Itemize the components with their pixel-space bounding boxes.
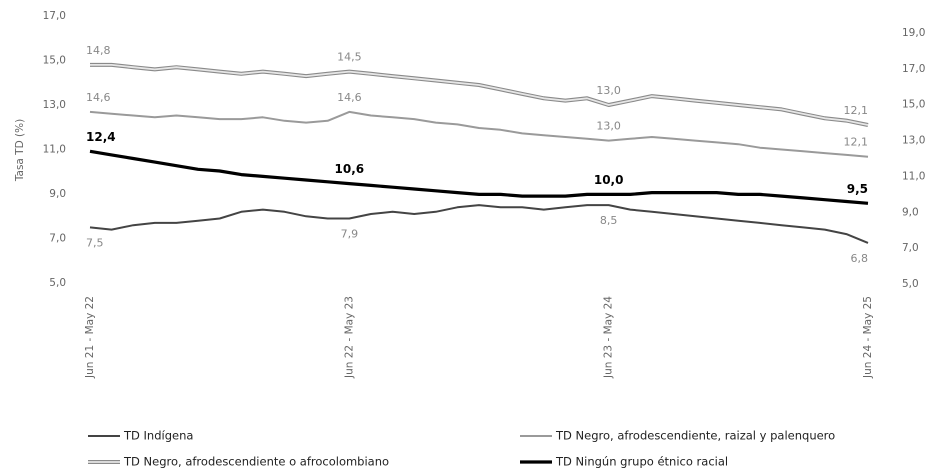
y-tick-label: 7,0	[49, 233, 66, 245]
x-tick-label: Jun 24 - May 25	[862, 296, 874, 379]
y2-tick-label: 13,0	[902, 135, 925, 147]
data-label: 12,1	[844, 136, 869, 149]
data-label: 7,9	[341, 227, 359, 240]
x-tick-label: Jun 23 - May 24	[603, 296, 615, 379]
data-label: 12,1	[844, 104, 869, 117]
y2-tick-label: 17,0	[902, 63, 925, 75]
data-label: 14,6	[337, 91, 362, 104]
y-tick-label: 5,0	[49, 277, 66, 289]
y-axis-label: Tasa TD (%)	[14, 119, 26, 182]
legend-label: TD Negro, afrodescendiente, raizal y pal…	[555, 429, 835, 443]
y2-tick-label: 5,0	[902, 278, 919, 290]
y-tick-label: 9,0	[49, 188, 66, 200]
series-line	[89, 204, 869, 244]
data-label: 14,6	[86, 91, 111, 104]
data-label: 9,5	[847, 182, 868, 196]
series-line-inner	[90, 64, 869, 126]
legend-label: TD Indígena	[123, 429, 193, 443]
data-label: 12,4	[86, 130, 116, 144]
y-tick-label: 17,0	[43, 10, 66, 22]
y2-tick-label: 11,0	[902, 170, 925, 182]
legend-label: TD Ningún grupo étnico racial	[555, 455, 728, 469]
y-tick-label: 13,0	[43, 99, 66, 111]
data-label: 7,5	[86, 236, 104, 249]
data-label: 10,0	[594, 173, 624, 187]
data-label: 6,8	[851, 252, 869, 265]
x-tick-label: Jun 21 - May 22	[84, 296, 96, 379]
y2-tick-label: 7,0	[902, 242, 919, 254]
legend-label: TD Negro, afrodescendiente o afrocolombi…	[123, 455, 389, 469]
data-label: 13,0	[596, 84, 621, 97]
y2-tick-label: 19,0	[902, 27, 925, 39]
y2-tick-label: 15,0	[902, 99, 925, 111]
y-tick-label: 15,0	[43, 55, 66, 67]
y-tick-label: 11,0	[43, 144, 66, 156]
y2-tick-label: 9,0	[902, 206, 919, 218]
data-label: 13,0	[596, 120, 621, 133]
data-label: 14,8	[86, 44, 111, 57]
data-label: 8,5	[600, 214, 618, 227]
series-line	[90, 62, 869, 127]
x-tick-label: Jun 22 - May 23	[343, 296, 355, 379]
series-line	[89, 149, 869, 205]
data-label: 14,5	[337, 51, 362, 64]
series-line	[89, 110, 869, 158]
data-label: 10,6	[335, 162, 365, 176]
